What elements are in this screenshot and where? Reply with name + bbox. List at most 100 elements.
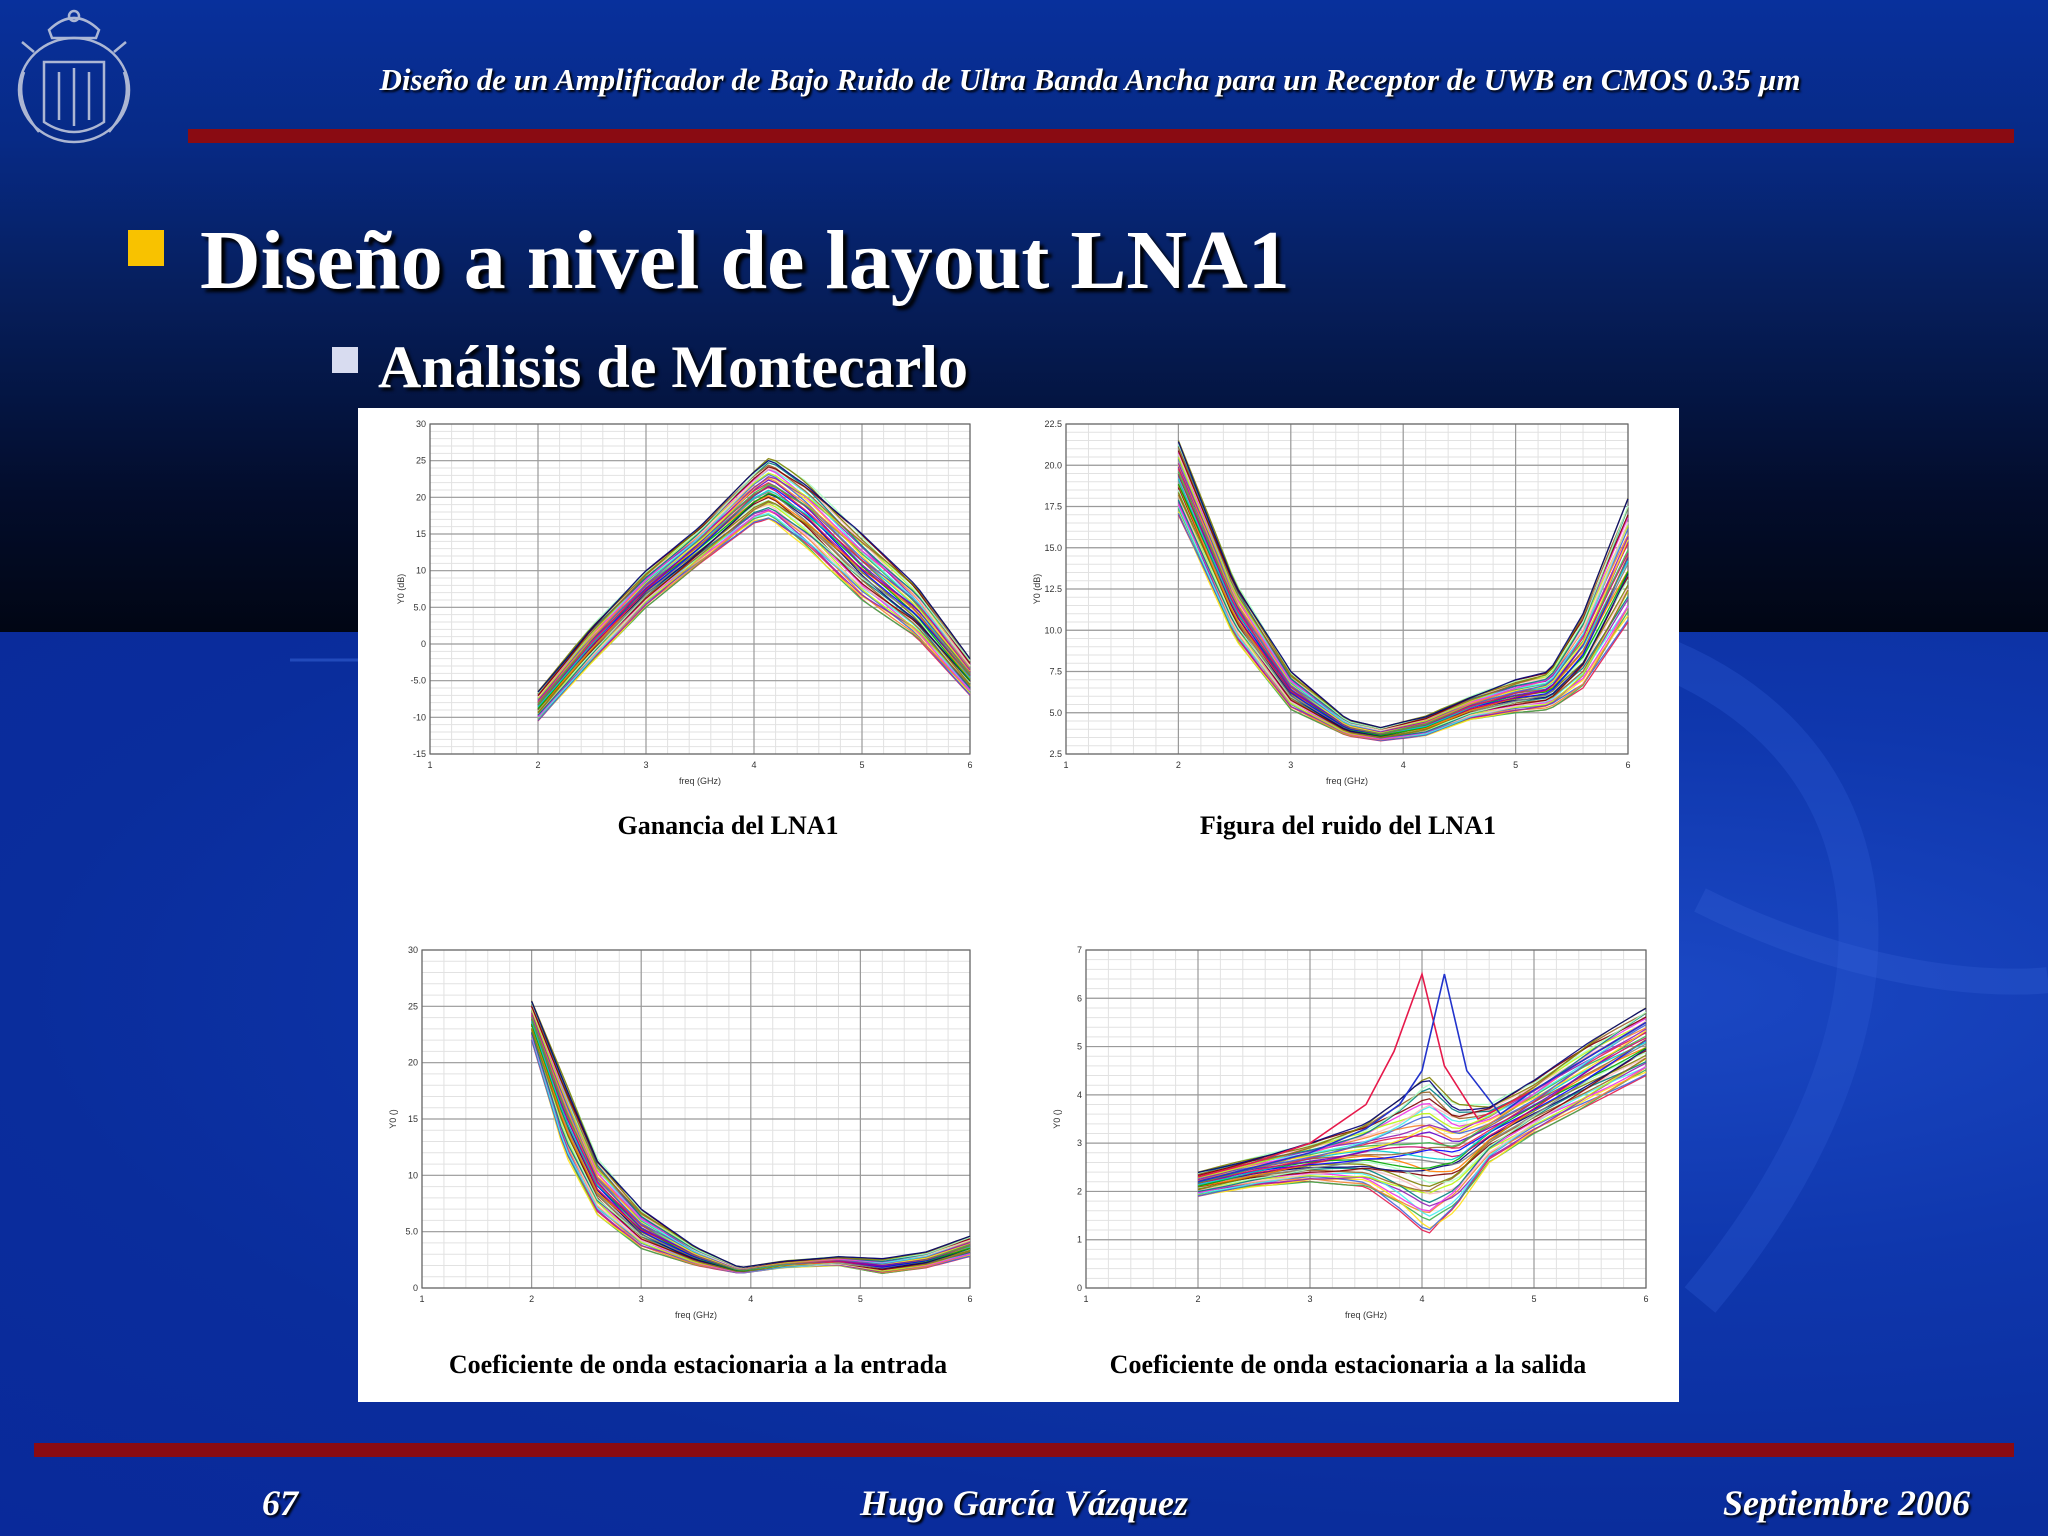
montecarlo-figure-panel: 1 2 3 4 5 6 -15 -10 -5.0 0 5.0 10 15 20 25 30 freq (GHz)… [358, 408, 1679, 1402]
x-tick-label: 4 [751, 760, 756, 770]
x-tick-label: 6 [967, 1294, 972, 1304]
y-tick-label: 22.5 [1044, 419, 1062, 429]
gain-caption: Ganancia del LNA1 [617, 811, 839, 840]
y-tick-label: 3 [1077, 1138, 1082, 1148]
x-tick-label: 2 [1176, 760, 1181, 770]
montecarlo-trace [537, 459, 971, 694]
y-tick-label: 20.0 [1044, 460, 1062, 470]
y-tick-label: 10 [408, 1170, 418, 1180]
montecarlo-trace [1177, 444, 1629, 730]
presentation-header-title: Diseño de un Amplificador de Bajo Ruido … [379, 62, 1801, 97]
montecarlo-trace [1177, 441, 1629, 729]
montecarlo-trace [1197, 1041, 1647, 1186]
y-tick-label: 30 [408, 945, 418, 955]
y-tick-label: -5.0 [410, 676, 426, 686]
footer-divider [34, 1443, 2014, 1457]
y-tick-label: 5.0 [1049, 708, 1062, 718]
y-tick-label: 10 [416, 566, 426, 576]
montecarlo-trace [1197, 1048, 1647, 1188]
montecarlo-trace [1197, 1066, 1647, 1212]
slide-subtitle: Análisis de Montecarlo [378, 334, 968, 400]
montecarlo-trace [1197, 1043, 1647, 1186]
university-crest-logo [17, 9, 131, 144]
y-tick-label: 12.5 [1044, 584, 1062, 594]
page-number: 67 [262, 1483, 298, 1523]
y-tick-label: 15 [408, 1114, 418, 1124]
montecarlo-trace [1197, 1024, 1647, 1179]
montecarlo-trace [537, 459, 971, 693]
y-tick-label: 0 [413, 1283, 418, 1293]
x-tick-label: 1 [1063, 760, 1068, 770]
x-tick-label: 6 [1625, 760, 1630, 770]
y-tick-label: 1 [1077, 1235, 1082, 1245]
y-tick-label: -10 [413, 712, 426, 722]
montecarlo-trace [1197, 1066, 1647, 1217]
y-tick-label: 25 [408, 1001, 418, 1011]
x-tick-label: 1 [419, 1294, 424, 1304]
x-tick-label: 4 [1401, 760, 1406, 770]
subtitle-bullet [332, 347, 358, 373]
montecarlo-trace [530, 1001, 971, 1268]
montecarlo-trace [1197, 1022, 1647, 1179]
plot-frame [1085, 949, 1647, 1289]
input-vswr-plot: 1 2 3 4 5 6 0 5.0 10 15 20 25 30 freq (GHz) Y0 () [388, 945, 973, 1320]
y-tick-label: 4 [1077, 1090, 1082, 1100]
footer-date: Septiembre 2006 [1723, 1483, 1970, 1523]
y-tick-label: 15 [416, 529, 426, 539]
title-bullet [128, 230, 164, 266]
montecarlo-trace [537, 468, 971, 697]
y-tick-label: 25 [416, 456, 426, 466]
montecarlo-trace [1197, 1057, 1647, 1192]
montecarlo-trace [1197, 1011, 1647, 1175]
x-axis-label: freq (GHz) [1345, 1310, 1387, 1320]
y-tick-label: 5 [1077, 1042, 1082, 1052]
x-tick-label: 4 [1419, 1294, 1424, 1304]
x-tick-label: 3 [639, 1294, 644, 1304]
footer-author: Hugo García Vázquez [859, 1483, 1189, 1523]
montecarlo-trace [1197, 1017, 1647, 1177]
y-tick-label: 7 [1077, 945, 1082, 955]
y-axis-label: Y0 () [388, 1109, 398, 1129]
montecarlo-trace [1197, 1007, 1647, 1174]
y-tick-label: 0 [1077, 1283, 1082, 1293]
x-tick-label: 6 [1643, 1294, 1648, 1304]
y-tick-label: 5.0 [413, 602, 426, 612]
y-tick-label: 6 [1077, 993, 1082, 1003]
x-tick-label: 5 [858, 1294, 863, 1304]
x-tick-label: 1 [427, 760, 432, 770]
outlier-trace [1197, 973, 1647, 1183]
y-tick-label: -15 [413, 749, 426, 759]
noise-figure-plot: 1 2 3 4 5 6 2.5 5.0 7.5 10.0 12.5 15.0 17.5 20.0 22.5 f… [1032, 419, 1631, 786]
x-tick-label: 3 [643, 760, 648, 770]
x-tick-label: 2 [529, 1294, 534, 1304]
montecarlo-trace [1197, 1058, 1647, 1194]
x-tick-label: 2 [1195, 1294, 1200, 1304]
x-tick-label: 3 [1288, 760, 1293, 770]
y-tick-label: 20 [416, 492, 426, 502]
header-divider [188, 129, 2014, 143]
x-axis-label: freq (GHz) [675, 1310, 717, 1320]
y-tick-label: 7.5 [1049, 667, 1062, 677]
y-tick-label: 20 [408, 1058, 418, 1068]
y-axis-label: Y0 (dB) [396, 574, 406, 605]
montecarlo-trace [1177, 478, 1629, 735]
y-tick-label: 2 [1077, 1186, 1082, 1196]
slide-title: Diseño a nivel de layout LNA1 [200, 214, 1290, 307]
x-tick-label: 5 [1531, 1294, 1536, 1304]
y-tick-label: 10.0 [1044, 625, 1062, 635]
x-tick-label: 6 [967, 760, 972, 770]
montecarlo-trace [1197, 1062, 1647, 1207]
y-tick-label: 30 [416, 419, 426, 429]
y-tick-label: 0 [421, 639, 426, 649]
x-tick-label: 1 [1083, 1294, 1088, 1304]
y-tick-label: 17.5 [1044, 502, 1062, 512]
x-tick-label: 4 [748, 1294, 753, 1304]
montecarlo-trace [1197, 1039, 1647, 1185]
montecarlo-trace [537, 473, 971, 700]
x-tick-label: 5 [859, 760, 864, 770]
x-axis-label: freq (GHz) [679, 776, 721, 786]
gain-plot: 1 2 3 4 5 6 -15 -10 -5.0 0 5.0 10 15 20 25 30 freq (GHz)… [396, 419, 973, 786]
noise-figure-caption: Figura del ruido del LNA1 [1199, 811, 1497, 840]
montecarlo-trace [537, 472, 971, 699]
